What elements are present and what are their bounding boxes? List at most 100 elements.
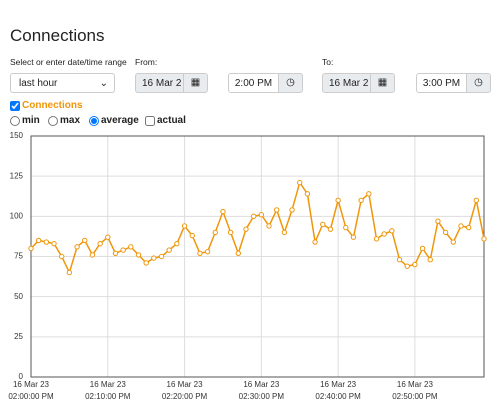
data-point [358, 197, 364, 203]
dropdown-arrow: ⌄ [99, 78, 108, 89]
data-point [450, 239, 456, 245]
y-tick-label: 150 [10, 131, 24, 140]
data-point [143, 260, 149, 266]
legend-label: Connections [22, 100, 83, 111]
data-point [381, 231, 387, 237]
data-point [297, 179, 303, 186]
data-point [204, 248, 211, 255]
series-toggle[interactable] [10, 100, 20, 111]
series-line [30, 180, 485, 275]
y-tick-label: 100 [10, 211, 24, 220]
radio[interactable] [89, 115, 99, 126]
data-point [258, 212, 265, 218]
x-tick-label: 16 Mar 23 02:20:00 PM [161, 380, 208, 401]
data-point [51, 240, 57, 247]
data-point [404, 263, 410, 269]
data-point [35, 237, 42, 244]
data-point [227, 229, 234, 236]
data-point [59, 253, 65, 260]
option: average [89, 115, 139, 126]
data-point [312, 239, 318, 245]
data-point [212, 229, 218, 236]
to-time[interactable]: 3:00 PM [416, 73, 467, 93]
data-point [243, 226, 249, 232]
data-point [389, 228, 395, 234]
plot-border [30, 135, 485, 378]
option-label: actual [157, 115, 186, 126]
data-point [174, 240, 180, 247]
data-point [97, 240, 103, 247]
data-point [442, 229, 449, 236]
data-point [465, 224, 472, 231]
option: min [10, 115, 40, 126]
data-point [327, 226, 334, 232]
data-point [189, 232, 195, 239]
data-point [266, 223, 272, 229]
x-tick-label: 16 Mar 23 02:50:00 PM [392, 380, 438, 401]
data-point [220, 208, 226, 215]
page-title: Connections [10, 26, 105, 45]
data-point [74, 244, 80, 250]
data-point [28, 245, 34, 252]
from-label: From: [135, 57, 158, 67]
data-point [304, 191, 311, 197]
radio[interactable] [10, 115, 20, 126]
data-point [66, 269, 73, 276]
option-label: max [60, 115, 81, 126]
data-point [373, 236, 380, 242]
data-point [135, 252, 142, 258]
data-point [427, 257, 433, 263]
data-point [335, 197, 341, 203]
data-point [320, 221, 326, 228]
checkbox[interactable] [145, 115, 155, 126]
data-point [197, 250, 203, 256]
clock-button[interactable]: ◷ [466, 73, 491, 93]
option-label: average [101, 115, 139, 126]
data-point [343, 224, 349, 231]
data-point [158, 253, 165, 260]
y-tick-label: 125 [10, 171, 24, 180]
to-date[interactable]: 16 Mar 2 [322, 73, 371, 93]
data-point [181, 223, 188, 229]
calendar-button[interactable]: ▦ [370, 73, 395, 93]
from-date[interactable]: 16 Mar 2 [135, 73, 184, 93]
range-select[interactable]: last hour ⌄ [10, 73, 115, 93]
data-point [350, 234, 357, 240]
y-tick-label: 75 [14, 252, 23, 261]
option: actual [145, 115, 186, 126]
legend-item: Connections [10, 100, 83, 111]
data-point [481, 236, 487, 242]
x-tick-label: 16 Mar 23 02:10:00 PM [85, 380, 131, 401]
data-point [366, 191, 372, 197]
x-tick-label: 16 Mar 23 02:30:00 PM [238, 380, 285, 401]
data-point [289, 207, 295, 213]
y-tick-label: 50 [14, 292, 23, 301]
data-point [235, 250, 242, 256]
option-label: min [22, 115, 40, 126]
radio[interactable] [48, 115, 58, 126]
range-label: Select or enter date/time range [10, 57, 127, 67]
data-point [82, 237, 88, 244]
from-time[interactable]: 2:00 PM [228, 73, 279, 93]
data-point [112, 250, 119, 256]
data-point [412, 261, 418, 268]
y-tick-label: 0 [19, 372, 24, 381]
range-value: last hour [19, 78, 58, 89]
y-tick-label: 25 [14, 332, 23, 341]
data-point [151, 255, 157, 261]
data-point [120, 247, 126, 253]
to-label: To: [322, 57, 334, 67]
data-point [473, 197, 480, 203]
clock-button[interactable]: ◷ [278, 73, 303, 93]
data-point [396, 257, 403, 263]
x-tick-label: 16 Mar 23 02:00:00 PM [8, 380, 54, 401]
data-point [419, 245, 426, 252]
option: max [48, 115, 80, 126]
data-point [166, 247, 172, 253]
data-point [281, 229, 288, 236]
calendar-button[interactable]: ▦ [183, 73, 208, 93]
data-point [43, 239, 50, 245]
x-tick-label: 16 Mar 23 02:40:00 PM [315, 380, 361, 401]
